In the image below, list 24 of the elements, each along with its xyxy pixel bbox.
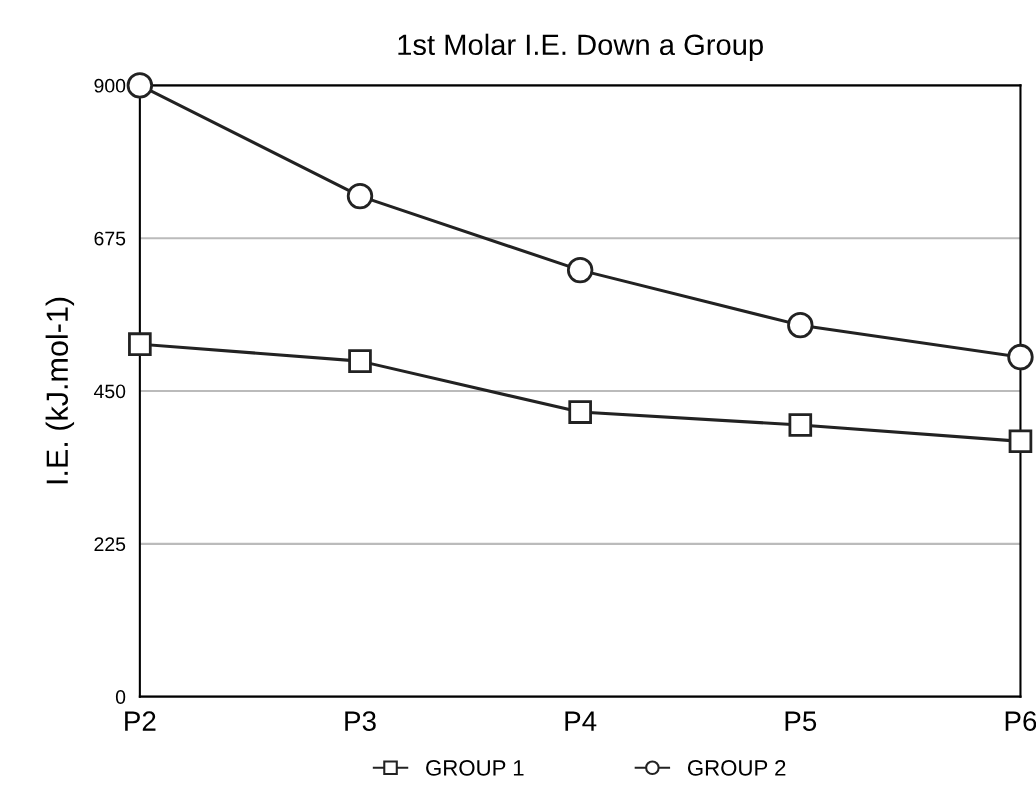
y-tick-label: 225 <box>94 537 126 552</box>
point <box>128 332 152 356</box>
y-tick-label: 675 <box>94 231 126 246</box>
point <box>566 256 594 284</box>
x-tick-label: P4 <box>565 711 597 731</box>
point <box>126 72 154 99</box>
point <box>787 311 814 339</box>
x-tick-label: P3 <box>345 711 376 731</box>
point <box>788 413 813 437</box>
y-axis-title: I.E. (kJ.mol-1) <box>45 297 75 484</box>
legend-label: GROUP 1 <box>426 760 524 776</box>
y-tick-label: 900 <box>94 78 126 93</box>
y-tick-label: 0 <box>115 690 126 704</box>
point <box>568 400 592 424</box>
x-tick-label: P6 <box>1005 711 1036 731</box>
point <box>1007 343 1034 371</box>
point <box>346 182 374 210</box>
x-tick-label: P2 <box>125 711 156 731</box>
legend-label: GROUP 2 <box>687 760 786 776</box>
point <box>1008 429 1033 454</box>
x-tick-label: P5 <box>785 711 817 731</box>
point <box>348 349 372 373</box>
chart-title: 1st Molar I.E. Down a Group <box>398 33 763 61</box>
y-tick-label: 450 <box>93 384 126 399</box>
